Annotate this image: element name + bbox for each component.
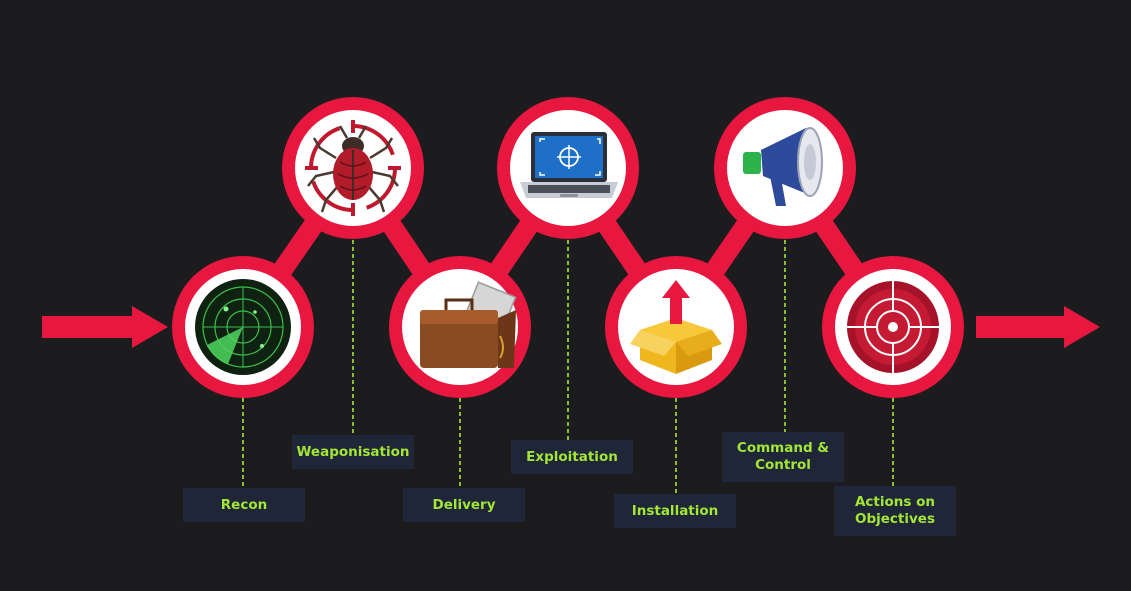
stage-exploitation (497, 97, 639, 239)
bug-target-icon (305, 120, 401, 216)
laptop-target-icon (520, 132, 618, 198)
left-arrow-icon (42, 306, 168, 348)
leader-lines (242, 240, 894, 494)
stage-delivery (389, 256, 531, 398)
box-upload-icon (630, 280, 722, 374)
label-exploitation: Exploitation (511, 440, 633, 474)
briefcase-icon (420, 281, 517, 368)
stage-weaponisation (282, 97, 424, 239)
label-recon: Recon (183, 488, 305, 522)
radar-icon (195, 279, 291, 375)
megaphone-icon (743, 127, 823, 206)
label-actions-objectives: Actions on Objectives (834, 486, 956, 536)
stage-installation (605, 256, 747, 398)
label-command-control: Command & Control (722, 432, 844, 482)
right-arrow-icon (976, 306, 1100, 348)
stage-command-control (714, 97, 856, 239)
stage-actions-objectives (822, 256, 964, 398)
stage-recon (172, 256, 314, 398)
label-installation: Installation (614, 494, 736, 528)
label-delivery: Delivery (403, 488, 525, 522)
target-icon (845, 279, 941, 375)
label-weaponisation: Weaponisation (292, 435, 414, 469)
